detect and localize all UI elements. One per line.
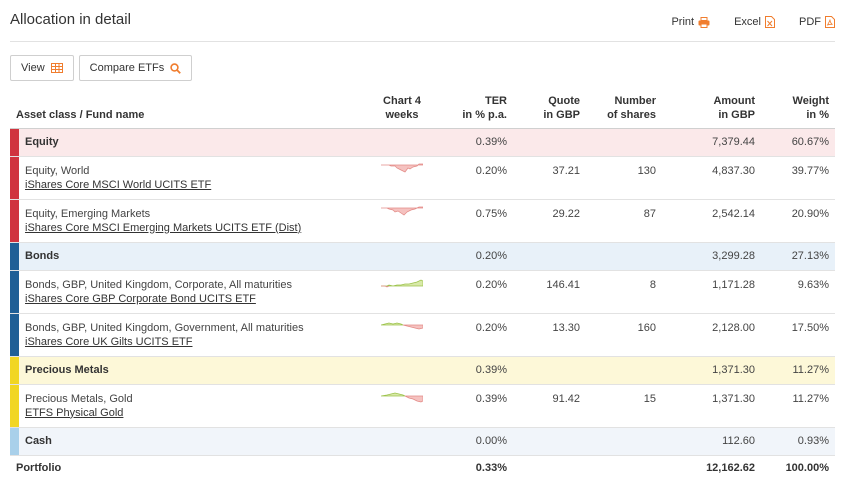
- print-label: Print: [671, 16, 695, 28]
- printer-icon: [698, 16, 710, 28]
- shares-value: 160: [586, 313, 662, 357]
- amount-value: 1,171.28: [662, 270, 761, 314]
- weight-value: 100.00%: [785, 462, 829, 475]
- sparkline-chart: [381, 276, 424, 296]
- allocation-table: Asset class / Fund name Chart 4 weeks TER…: [10, 90, 835, 481]
- fund-row: Equity, World iShares Core MSCI World UCI…: [10, 156, 835, 200]
- fund-link[interactable]: ETFS Physical Gold: [25, 406, 124, 419]
- portfolio-label: Portfolio: [16, 462, 62, 475]
- category-row-equity[interactable]: Equity 0.39% 7,379.44 60.67%: [10, 128, 835, 157]
- pdf-button[interactable]: PDF: [799, 16, 835, 28]
- pdf-label: PDF: [799, 16, 821, 28]
- page-title: Allocation in detail: [10, 11, 131, 28]
- view-label: View: [21, 62, 45, 74]
- quote-value: 37.21: [513, 156, 586, 200]
- weight-value: 39.77%: [761, 156, 835, 200]
- table-header: Asset class / Fund name Chart 4 weeks TER…: [10, 90, 835, 129]
- ter-value: 0.20%: [437, 313, 513, 357]
- col-amount-header[interactable]: Amount in GBP: [662, 90, 761, 129]
- col-weight-header[interactable]: Weight in %: [761, 90, 835, 129]
- amount-value: 3,299.28: [662, 242, 761, 271]
- excel-button[interactable]: Excel: [734, 16, 775, 28]
- weight-value: 60.67%: [761, 128, 835, 157]
- amount-value: 112.60: [662, 427, 761, 456]
- fund-category: Bonds, GBP, United Kingdom, Government, …: [25, 321, 304, 334]
- sparkline-chart: [380, 390, 424, 410]
- excel-label: Excel: [734, 16, 761, 28]
- fund-link[interactable]: iShares Core MSCI World UCITS ETF: [25, 178, 212, 191]
- col-name-header[interactable]: Asset class / Fund name: [10, 90, 367, 129]
- amount-value: 1,371.30: [662, 384, 761, 428]
- fund-row: Equity, Emerging Markets iShares Core MSC…: [10, 199, 835, 243]
- fund-category: Precious Metals, Gold: [25, 392, 133, 405]
- col-shares-header[interactable]: Number of shares: [586, 90, 662, 129]
- excel-file-icon: [765, 16, 775, 28]
- fund-category: Equity, Emerging Markets: [25, 207, 151, 220]
- weight-value: 0.93%: [761, 427, 835, 456]
- shares-value: 15: [586, 384, 662, 428]
- category-row-precious-metals[interactable]: Precious Metals 0.39% 1,371.30 11.27%: [10, 356, 835, 385]
- amount-value: 2,542.14: [662, 199, 761, 243]
- fund-link[interactable]: iShares Core GBP Corporate Bond UCITS ET…: [25, 292, 256, 305]
- category-name: Bonds: [25, 250, 60, 262]
- fund-category: Bonds, GBP, United Kingdom, Corporate, A…: [25, 278, 292, 291]
- export-actions: Print Excel PDF: [647, 16, 835, 28]
- amount-value: 7,379.44: [662, 128, 761, 157]
- shares-value: 130: [586, 156, 662, 200]
- ter-value: 0.20%: [437, 242, 513, 271]
- amount-value: 2,128.00: [662, 313, 761, 357]
- toolbar: View Compare ETFs: [10, 55, 193, 81]
- weight-value: 11.27%: [761, 356, 835, 385]
- print-button[interactable]: Print: [671, 16, 710, 28]
- col-chart-header: Chart 4 weeks: [367, 90, 437, 129]
- weight-value: 11.27%: [761, 384, 835, 428]
- col-quote-header[interactable]: Quote in GBP: [513, 90, 586, 129]
- ter-value: 0.00%: [437, 427, 513, 456]
- category-row-cash[interactable]: Cash 0.00% 112.60 0.93%: [10, 427, 835, 456]
- quote-value: 13.30: [513, 313, 586, 357]
- weight-value: 27.13%: [761, 242, 835, 271]
- category-name: Equity: [25, 136, 59, 148]
- category-name: Cash: [25, 435, 52, 447]
- category-row-bonds[interactable]: Bonds 0.20% 3,299.28 27.13%: [10, 242, 835, 271]
- table-grid-icon: [50, 63, 63, 73]
- weight-value: 20.90%: [761, 199, 835, 243]
- search-icon: [170, 62, 182, 74]
- fund-link[interactable]: iShares Core UK Gilts UCITS ETF: [25, 335, 193, 348]
- ter-value: 0.39%: [437, 356, 513, 385]
- weight-value: 17.50%: [761, 313, 835, 357]
- fund-row: Bonds, GBP, United Kingdom, Government, …: [10, 313, 835, 357]
- ter-value: 0.39%: [437, 128, 513, 157]
- category-name: Precious Metals: [25, 364, 109, 376]
- ter-value: 0.20%: [437, 156, 513, 200]
- fund-row: Precious Metals, Gold ETFS Physical Gold …: [10, 384, 835, 428]
- fund-link[interactable]: iShares Core MSCI Emerging Markets UCITS…: [25, 221, 302, 234]
- fund-category: Equity, World: [25, 164, 90, 177]
- compare-etfs-button[interactable]: Compare ETFs: [78, 55, 193, 81]
- sparkline-chart: [381, 205, 424, 225]
- amount-value: 4,837.30: [662, 156, 761, 200]
- quote-value: 91.42: [513, 384, 586, 428]
- col-ter-header[interactable]: TER in % p.a.: [437, 90, 513, 129]
- shares-value: 87: [586, 199, 662, 243]
- quote-value: 29.22: [513, 199, 586, 243]
- sparkline-chart: [381, 162, 424, 182]
- pdf-file-icon: [825, 16, 835, 28]
- ter-value: 0.39%: [437, 384, 513, 428]
- shares-value: 8: [586, 270, 662, 314]
- fund-row: Bonds, GBP, United Kingdom, Corporate, A…: [10, 270, 835, 314]
- amount-value: 1,371.30: [662, 356, 761, 385]
- weight-value: 9.63%: [761, 270, 835, 314]
- amount-value: 12,162.62: [706, 462, 755, 475]
- view-button[interactable]: View: [10, 55, 74, 81]
- sparkline-chart: [380, 319, 424, 339]
- ter-value: 0.75%: [437, 199, 513, 243]
- page-header: Allocation in detail Print Excel PDF: [10, 0, 835, 42]
- ter-value: 0.20%: [437, 270, 513, 314]
- ter-value: 0.33%: [475, 462, 507, 475]
- quote-value: 146.41: [513, 270, 586, 314]
- portfolio-total-row: Portfolio 0.33% 12,162.62 100.00%: [10, 455, 835, 481]
- compare-label: Compare ETFs: [89, 62, 165, 74]
